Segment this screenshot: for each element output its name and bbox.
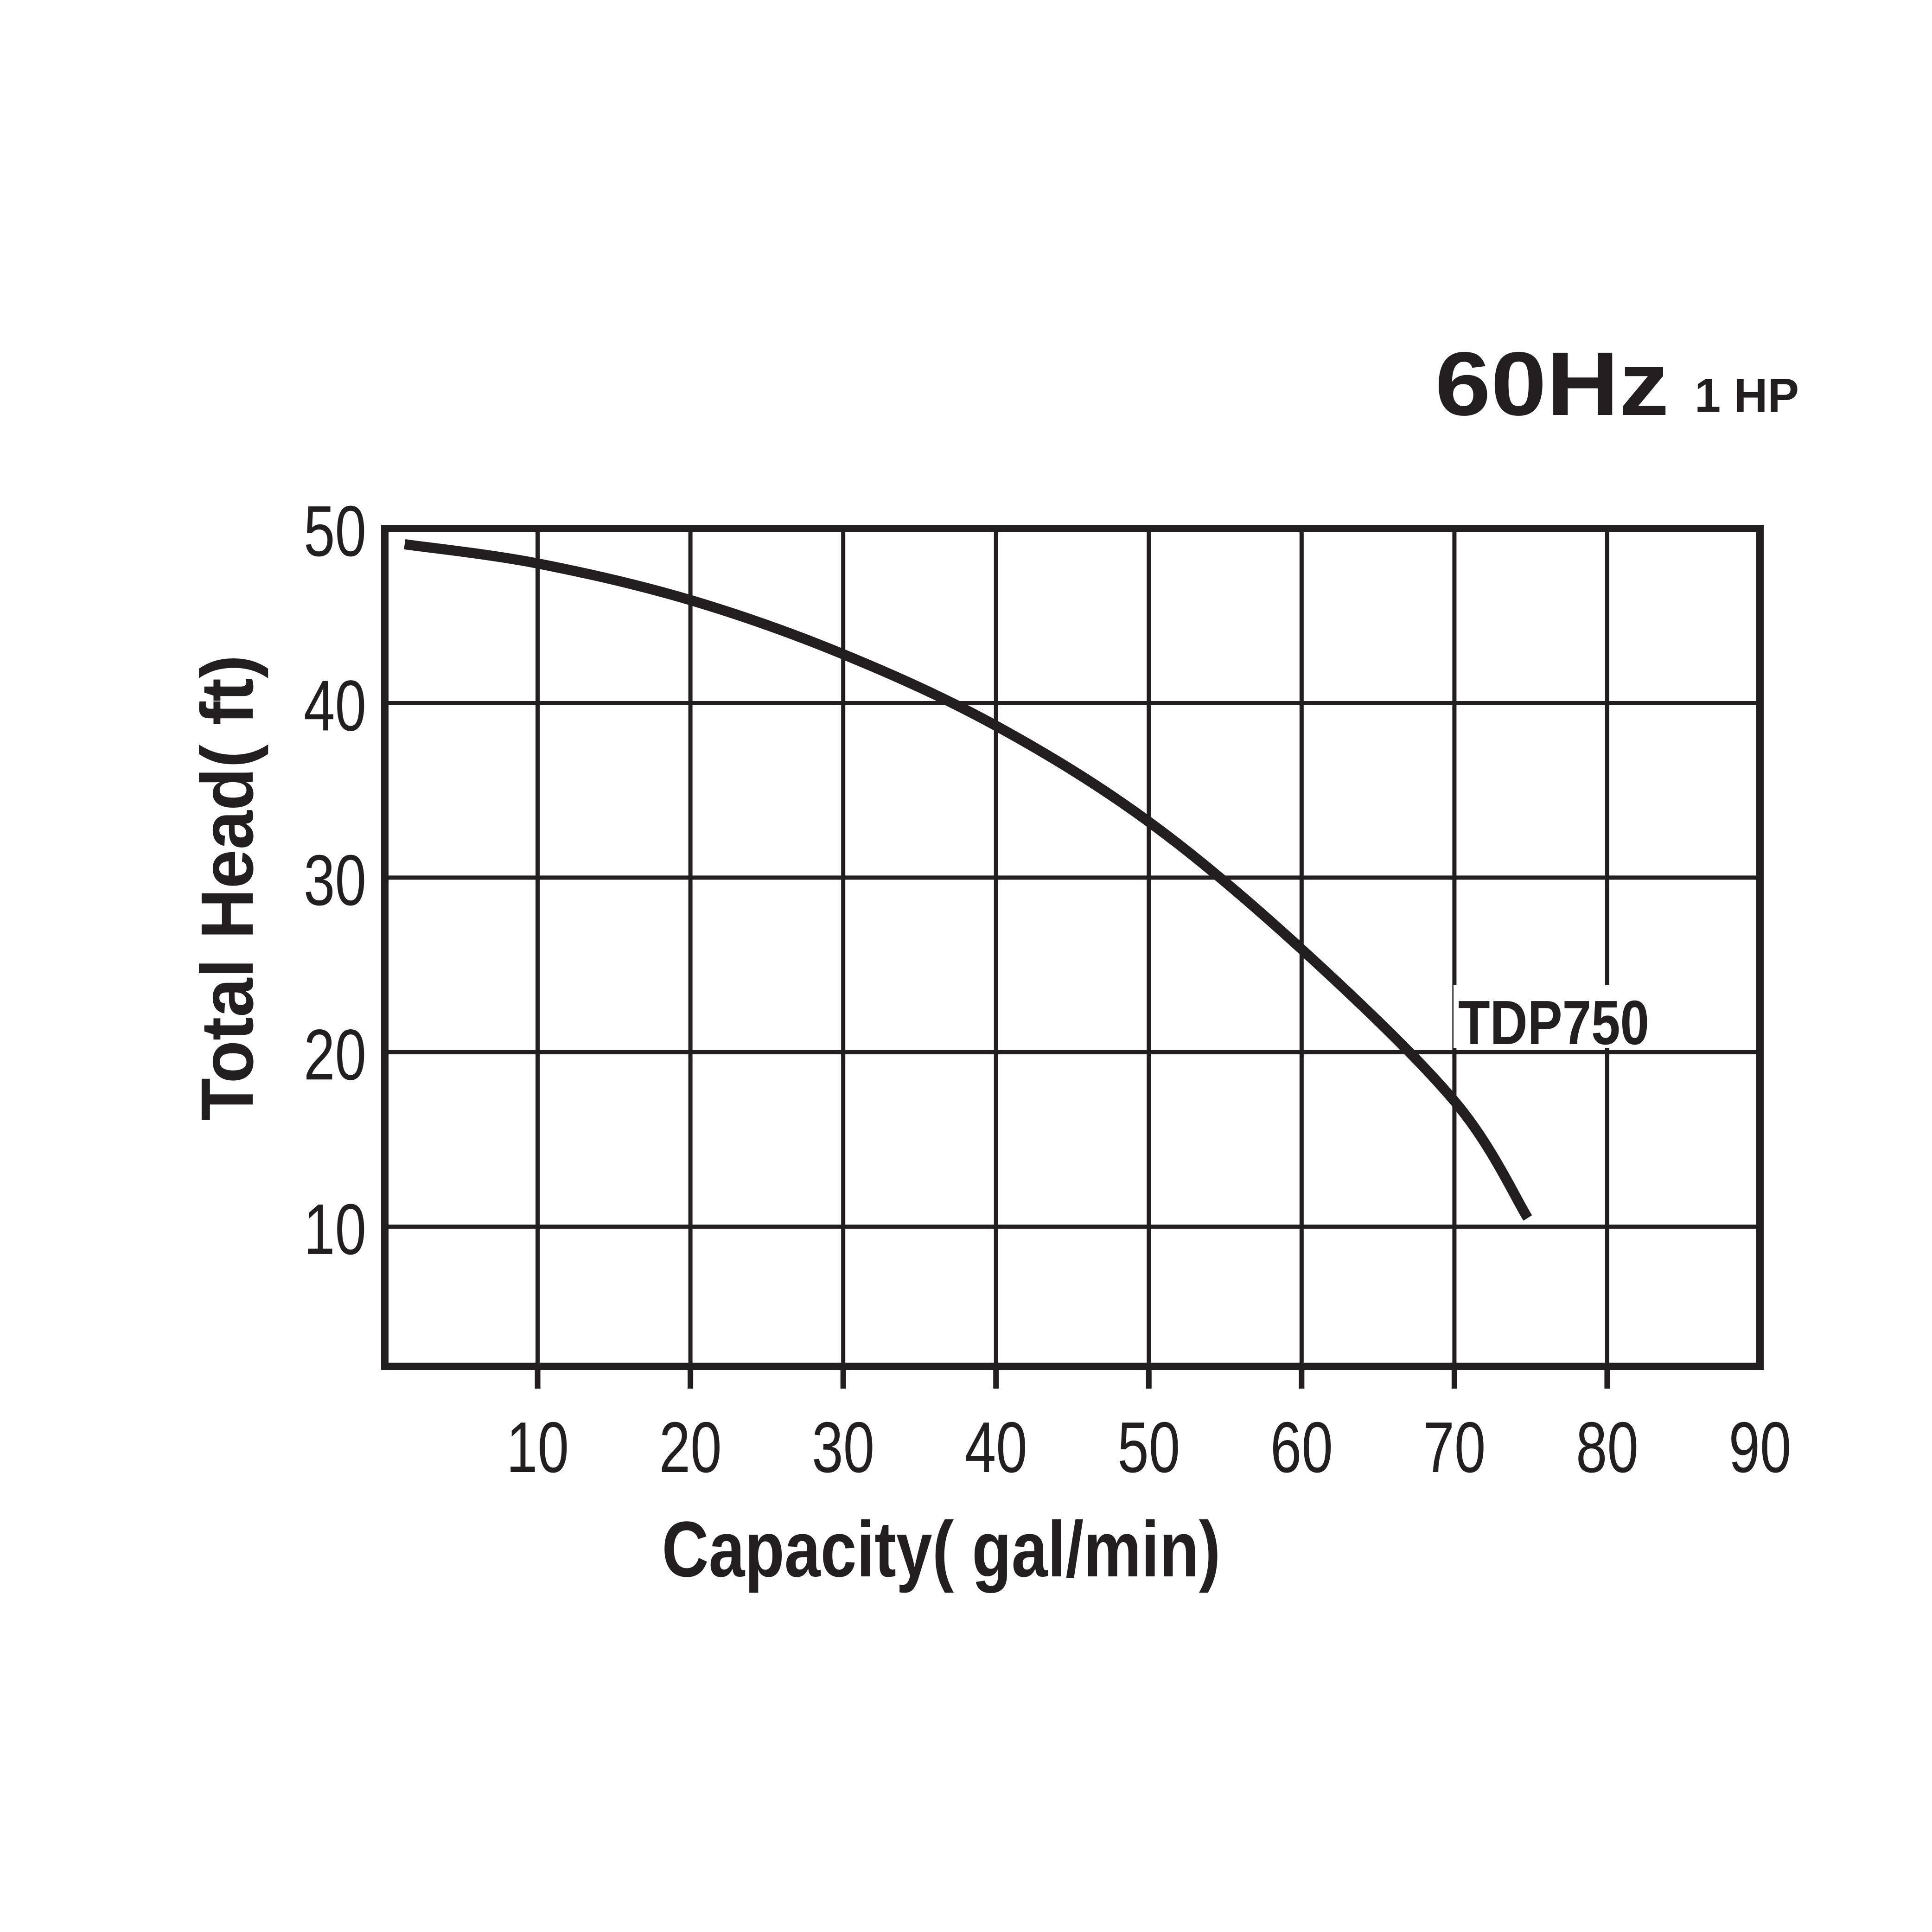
- y-tick-label: 40: [304, 665, 366, 746]
- plot-border: [381, 525, 1764, 1370]
- x-tick-label: 80: [1576, 1407, 1639, 1487]
- x-tick-label: 90: [1729, 1407, 1792, 1487]
- x-tick-label: 20: [659, 1407, 722, 1487]
- x-tick-label: 40: [965, 1407, 1027, 1487]
- series-label-background: [1454, 985, 1658, 1048]
- x-tick-label: 30: [812, 1407, 874, 1487]
- pump-performance-curve: [404, 539, 1532, 1221]
- header-power-label: 1 HP: [1695, 369, 1799, 422]
- y-tick-label: 50: [304, 491, 366, 571]
- chart-generated-layer: 10 20 30 40 50 60 70 80 90 10 20 30 40 50: [304, 491, 1792, 1487]
- y-tick-label: 20: [304, 1014, 366, 1095]
- x-axis-title: Capacity( gal/min): [662, 1505, 1221, 1594]
- x-tick-label: 50: [1117, 1407, 1180, 1487]
- y-tick-label: 10: [304, 1189, 366, 1269]
- x-tick-label: 70: [1423, 1407, 1486, 1487]
- y-axis-title: Total Head( ft): [185, 655, 268, 1121]
- header-frequency-label: 60Hz: [1435, 333, 1669, 434]
- series-label: TDP750: [1458, 988, 1649, 1058]
- x-tick-label: 60: [1270, 1407, 1333, 1487]
- y-tick-label: 30: [304, 840, 366, 920]
- x-tick-label: 10: [506, 1407, 569, 1487]
